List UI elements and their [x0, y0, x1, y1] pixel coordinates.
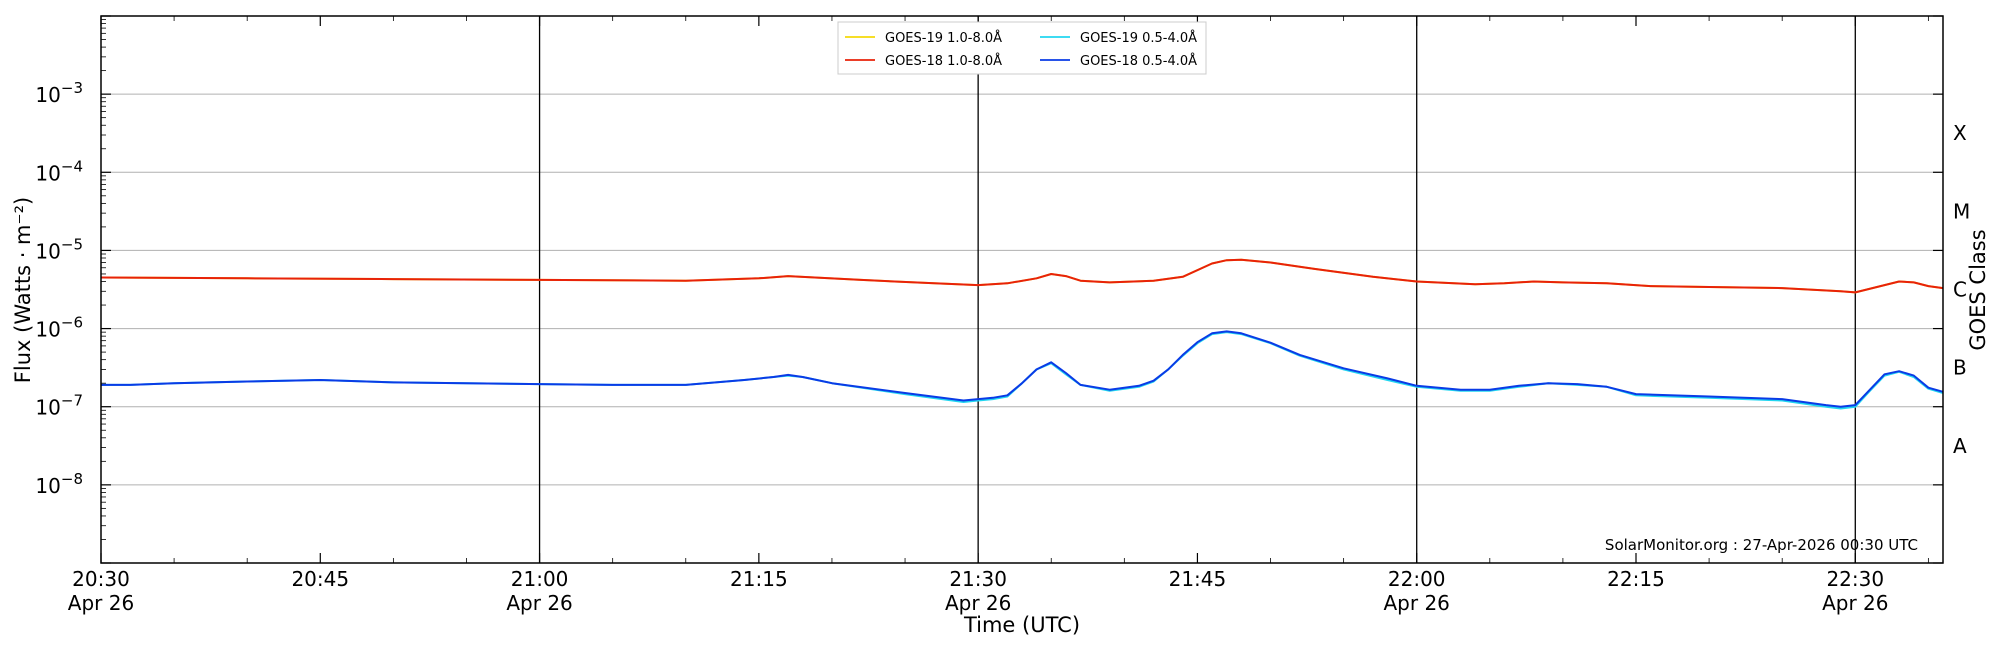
y-tick-label: 10−5	[35, 235, 83, 263]
x-tick-date-label: Apr 26	[506, 591, 572, 615]
y-tick-label: 10−3	[35, 79, 83, 107]
axis-ticks	[100, 15, 1943, 564]
goes-class-label: C	[1953, 278, 1967, 302]
series-line	[100, 258, 1944, 294]
x-tick-label: 21:00	[511, 567, 569, 591]
y-tick-exponent: −5	[61, 235, 83, 253]
series-line	[101, 331, 1944, 410]
y-axis-right-title: GOES Class	[1966, 229, 1990, 350]
x-tick-date-label: Apr 26	[1822, 591, 1888, 615]
x-tick-label: 21:30	[949, 567, 1007, 591]
series-line	[101, 330, 1944, 408]
legend-entry: GOES-18 1.0-8.0Å	[885, 53, 1002, 69]
x-tick-date-label: Apr 26	[945, 591, 1011, 615]
x-tick-label: 20:45	[291, 567, 349, 591]
y-tick-exponent: −6	[61, 314, 83, 332]
x-tick-label: 21:15	[730, 567, 788, 591]
x-axis-title: Time (UTC)	[963, 613, 1080, 637]
gridlines	[101, 93, 1943, 486]
y-tick-label: 10−4	[35, 157, 83, 185]
y-tick-base: 10	[35, 318, 60, 342]
y-tick-base: 10	[35, 239, 60, 263]
y-tick-labels: 10−810−710−610−510−410−3	[35, 79, 83, 498]
goes-class-label: B	[1953, 356, 1967, 380]
y-tick-label: 10−8	[35, 470, 83, 498]
y-tick-base: 10	[35, 161, 60, 185]
goes-class-label: M	[1953, 199, 1970, 223]
hour-markers	[538, 16, 1856, 563]
y-tick-exponent: −3	[61, 79, 83, 97]
y-tick-label: 10−7	[35, 392, 83, 420]
y-tick-exponent: −4	[61, 157, 83, 175]
flux-series	[100, 258, 1944, 410]
y-tick-label: 10−6	[35, 314, 83, 342]
x-tick-label: 21:45	[1169, 567, 1227, 591]
legend-entry: GOES-19 0.5-4.0Å	[1080, 30, 1197, 46]
legend: GOES-19 1.0-8.0Å GOES-18 1.0-8.0Å GOES-19 …	[837, 21, 1207, 75]
x-tick-label: 22:30	[1826, 567, 1884, 591]
series-line	[100, 258, 1944, 294]
legend-entry: GOES-19 1.0-8.0Å	[885, 30, 1002, 46]
goes-class-label: A	[1953, 434, 1967, 458]
x-tick-label: 20:30	[72, 567, 130, 591]
y-tick-base: 10	[35, 474, 60, 498]
goes-class-labels: A B C M X	[1953, 121, 1970, 458]
plot-frame	[100, 15, 1944, 564]
y-axis-title: Flux (Watts · m⁻²)	[11, 197, 35, 383]
x-tick-date-label: Apr 26	[68, 591, 134, 615]
x-tick-label: 22:00	[1388, 567, 1446, 591]
y-tick-exponent: −8	[61, 470, 83, 488]
legend-box	[837, 21, 1207, 75]
y-tick-base: 10	[35, 83, 60, 107]
y-tick-base: 10	[35, 396, 60, 420]
x-tick-date-label: Apr 26	[1384, 591, 1450, 615]
x-tick-label: 22:15	[1607, 567, 1665, 591]
y-tick-exponent: −7	[61, 392, 83, 410]
credit-text: SolarMonitor.org : 27-Apr-2026 00:30 UTC	[1605, 536, 1918, 554]
legend-entry: GOES-18 0.5-4.0Å	[1080, 53, 1197, 69]
goes-class-label: X	[1953, 121, 1967, 145]
